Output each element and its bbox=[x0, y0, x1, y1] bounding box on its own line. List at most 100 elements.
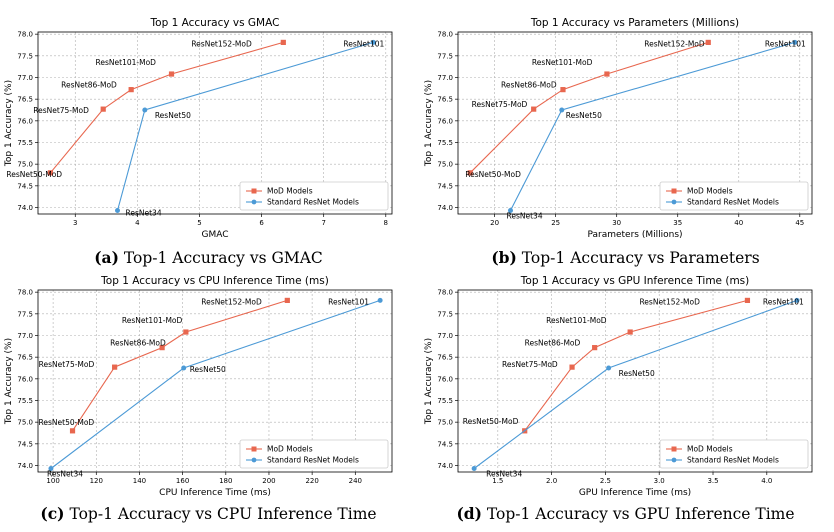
data-label: ResNet34 bbox=[486, 470, 522, 479]
y-tick-label: 78.0 bbox=[17, 31, 33, 39]
data-point bbox=[794, 297, 800, 303]
chart-panel-gmac: Top 1 Accuracy vs GMAC 74.0 74.5 75.0 75.5 76… bbox=[0, 14, 410, 244]
legend-entry: Standard ResNet Models bbox=[687, 456, 779, 465]
data-label: ResNet34 bbox=[47, 470, 83, 479]
data-label: ResNet75-MoD bbox=[39, 360, 95, 369]
y-tick-label: 76.5 bbox=[17, 354, 33, 362]
data-point bbox=[744, 297, 751, 303]
x-tick-label: 5 bbox=[197, 219, 201, 227]
data-label: ResNet86-MoD bbox=[110, 339, 166, 348]
legend-entry: MoD Models bbox=[687, 445, 733, 454]
data-label: ResNet86-MoD bbox=[501, 81, 557, 90]
caption-cpu: (c) Top-1 Accuracy vs CPU Inference Time bbox=[0, 504, 417, 523]
y-tick-label: 77.0 bbox=[17, 332, 33, 340]
data-label: ResNet101 bbox=[328, 297, 369, 306]
data-label: ResNet152-MoD bbox=[191, 39, 252, 48]
x-tick-label: 8 bbox=[384, 219, 388, 227]
y-tick-label: 75.5 bbox=[437, 139, 453, 147]
y-axis-label: Top 1 Accuracy (%) bbox=[424, 80, 434, 167]
x-tick-label: 220 bbox=[305, 477, 318, 485]
data-label: ResNet86-MoD bbox=[61, 81, 117, 90]
y-tick-label: 75.5 bbox=[17, 397, 33, 405]
legend bbox=[239, 181, 389, 211]
y-tick-label: 74.5 bbox=[17, 182, 33, 190]
legend-swatch-marker bbox=[671, 446, 677, 452]
legend bbox=[659, 181, 809, 211]
data-point bbox=[128, 87, 134, 93]
plot-frame bbox=[37, 31, 393, 215]
data-point bbox=[507, 208, 513, 214]
data-point bbox=[377, 297, 383, 303]
y-tick-label: 76.0 bbox=[437, 117, 453, 125]
data-point bbox=[471, 466, 477, 472]
caption-tag: (a) bbox=[94, 248, 119, 267]
caption-text: Top-1 Accuracy vs Parameters bbox=[521, 249, 760, 267]
y-tick-label: 75.0 bbox=[437, 419, 453, 427]
x-tick-label: 3.5 bbox=[707, 477, 718, 485]
chart-panel-gpu: Top 1 Accuracy vs GPU Inference Time (ms… bbox=[420, 272, 830, 502]
caption-gpu: (d) Top-1 Accuracy vs GPU Inference Time bbox=[417, 504, 834, 523]
x-tick-label: 140 bbox=[133, 477, 146, 485]
caption-gmac: (a) Top-1 Accuracy vs GMAC bbox=[0, 248, 417, 267]
y-tick-label: 74.0 bbox=[437, 462, 453, 470]
data-point bbox=[114, 208, 120, 214]
plot-frame bbox=[457, 31, 813, 215]
y-tick-label: 74.0 bbox=[437, 204, 453, 212]
data-point bbox=[284, 297, 290, 303]
caption-text: Top-1 Accuracy vs GPU Inference Time bbox=[486, 505, 795, 523]
chart-title: Top 1 Accuracy vs GMAC bbox=[150, 17, 280, 29]
data-point bbox=[112, 364, 118, 370]
y-tick-label: 78.0 bbox=[437, 289, 453, 297]
data-label: ResNet50 bbox=[566, 111, 602, 120]
x-tick-label: 30 bbox=[612, 219, 621, 227]
legend-swatch-marker bbox=[251, 446, 257, 452]
y-tick-label: 78.0 bbox=[437, 31, 453, 39]
y-tick-label: 75.0 bbox=[437, 161, 453, 169]
data-label: ResNet101-MoD bbox=[122, 316, 183, 325]
data-label: ResNet101-MoD bbox=[96, 58, 157, 67]
data-point bbox=[183, 329, 189, 335]
y-tick-label: 77.5 bbox=[437, 52, 453, 60]
x-tick-label: 20 bbox=[490, 219, 499, 227]
y-tick-label: 76.5 bbox=[437, 354, 453, 362]
chart-panel-params: Top 1 Accuracy vs Parameters (Millions) 7… bbox=[420, 14, 830, 244]
caption-tag: (d) bbox=[456, 504, 482, 523]
data-point bbox=[604, 71, 610, 77]
data-label: ResNet50 bbox=[190, 365, 226, 374]
x-axis-label: Parameters (Millions) bbox=[587, 230, 682, 240]
legend bbox=[659, 439, 809, 469]
data-point bbox=[142, 107, 148, 113]
data-label: ResNet152-MoD bbox=[639, 297, 700, 306]
legend-entry: Standard ResNet Models bbox=[267, 456, 359, 465]
x-tick-label: 35 bbox=[673, 219, 682, 227]
data-point bbox=[69, 428, 76, 434]
x-tick-label: 100 bbox=[46, 477, 59, 485]
x-tick-label: 7 bbox=[321, 219, 325, 227]
data-label: ResNet34 bbox=[125, 209, 161, 218]
y-axis-label: Top 1 Accuracy (%) bbox=[424, 338, 434, 425]
y-tick-label: 75.0 bbox=[17, 161, 33, 169]
y-axis-label: Top 1 Accuracy (%) bbox=[4, 80, 14, 167]
y-tick-label: 77.5 bbox=[17, 310, 33, 318]
y-tick-label: 76.0 bbox=[437, 375, 453, 383]
x-tick-label: 6 bbox=[259, 219, 264, 227]
y-axis-label: Top 1 Accuracy (%) bbox=[4, 338, 14, 425]
x-tick-label: 3.0 bbox=[654, 477, 665, 485]
x-tick-label: 200 bbox=[262, 477, 275, 485]
y-tick-label: 77.0 bbox=[17, 74, 33, 82]
x-tick-label: 25 bbox=[551, 219, 560, 227]
x-tick-label: 2.5 bbox=[600, 477, 611, 485]
y-tick-label: 77.5 bbox=[437, 310, 453, 318]
legend-swatch-marker bbox=[251, 199, 257, 205]
legend-entry: MoD Models bbox=[267, 187, 313, 196]
legend-entry: Standard ResNet Models bbox=[687, 198, 779, 207]
data-point bbox=[48, 466, 54, 472]
x-tick-label: 180 bbox=[219, 477, 232, 485]
x-tick-label: 40 bbox=[734, 219, 743, 227]
legend bbox=[239, 439, 389, 469]
data-label: ResNet86-MoD bbox=[525, 339, 581, 348]
y-tick-label: 76.0 bbox=[17, 117, 33, 125]
legend-swatch-marker bbox=[671, 199, 677, 205]
data-point bbox=[606, 365, 612, 371]
plot-frame bbox=[37, 289, 393, 473]
